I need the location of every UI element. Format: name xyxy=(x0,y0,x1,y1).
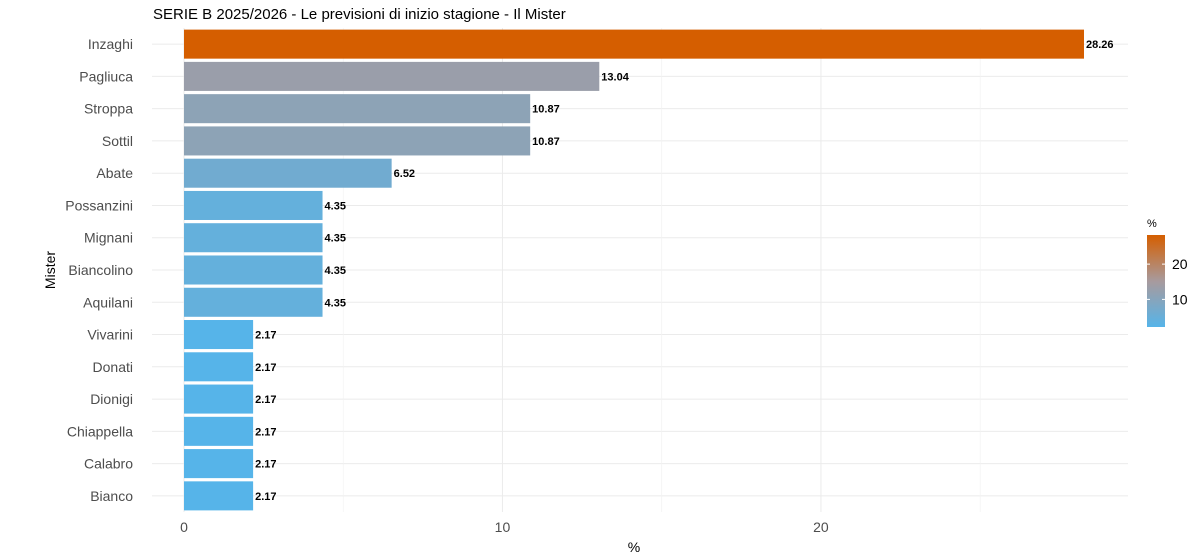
data-label: 6.52 xyxy=(394,168,415,180)
data-label: 10.87 xyxy=(532,136,560,148)
bar-stroppa xyxy=(184,94,531,124)
x-tick-label: 10 xyxy=(495,519,511,535)
legend-tick-label: 10 xyxy=(1172,291,1188,307)
category-label: Sottil xyxy=(102,133,133,149)
data-label: 2.17 xyxy=(255,459,276,471)
x-axis-title: % xyxy=(628,539,640,555)
bar-possanzini xyxy=(184,190,323,220)
data-label: 2.17 xyxy=(255,426,276,438)
category-label: Vivarini xyxy=(87,327,133,343)
category-label: Stroppa xyxy=(84,101,133,117)
category-label: Bianco xyxy=(90,488,133,504)
data-label: 13.04 xyxy=(601,71,629,83)
category-label: Chiappella xyxy=(67,423,133,439)
data-label: 4.35 xyxy=(325,200,346,212)
bar-dionigi xyxy=(184,384,254,414)
category-label: Donati xyxy=(93,359,133,375)
color-legend: % 10 20 xyxy=(1147,218,1188,327)
value-labels: 28.26 13.04 10.87 10.87 6.52 4.35 4.35 4.35 4.35… xyxy=(255,39,1113,503)
x-tick-label: 20 xyxy=(813,519,829,535)
bar-mignani xyxy=(184,223,323,253)
data-label: 2.17 xyxy=(255,491,276,503)
legend-ticks: 10 20 xyxy=(1147,256,1188,307)
bar-abate xyxy=(184,158,392,188)
legend-title: % xyxy=(1147,218,1157,230)
data-label: 28.26 xyxy=(1086,39,1114,51)
bar-chiappella xyxy=(184,416,254,446)
bar-aquilani xyxy=(184,287,323,317)
x-tick-label: 0 xyxy=(180,519,188,535)
category-labels: Inzaghi Pagliuca Stroppa Sottil Abate Possanz… xyxy=(65,36,133,504)
bar-vivarini xyxy=(184,320,254,350)
category-label: Biancolino xyxy=(68,262,133,278)
bar-pagliuca xyxy=(184,61,600,91)
category-label: Pagliuca xyxy=(79,68,133,84)
chart-title: SERIE B 2025/2026 - Le previsioni di ini… xyxy=(153,6,566,23)
bar-inzaghi xyxy=(184,29,1084,59)
category-label: Abate xyxy=(96,165,133,181)
data-label: 2.17 xyxy=(255,330,276,342)
data-label: 4.35 xyxy=(325,297,346,309)
bar-bianco xyxy=(184,481,254,511)
data-label: 4.35 xyxy=(325,233,346,245)
data-label: 4.35 xyxy=(325,265,346,277)
bar-donati xyxy=(184,352,254,382)
bar-calabro xyxy=(184,449,254,479)
category-label: Dionigi xyxy=(90,391,133,407)
category-label: Inzaghi xyxy=(88,36,133,52)
legend-colorbar xyxy=(1147,235,1165,327)
category-label: Aquilani xyxy=(83,294,133,310)
category-label: Calabro xyxy=(84,456,133,472)
x-tick-labels: 0 10 20 xyxy=(180,519,829,535)
bar-biancolino xyxy=(184,255,323,285)
data-label: 2.17 xyxy=(255,394,276,406)
data-label: 10.87 xyxy=(532,104,560,116)
category-label: Mignani xyxy=(84,230,133,246)
bar-sottil xyxy=(184,126,531,156)
y-axis-title: Mister xyxy=(42,251,58,289)
category-label: Possanzini xyxy=(65,197,133,213)
data-label: 2.17 xyxy=(255,362,276,374)
bars xyxy=(184,29,1084,511)
legend-tick-label: 20 xyxy=(1172,256,1188,272)
